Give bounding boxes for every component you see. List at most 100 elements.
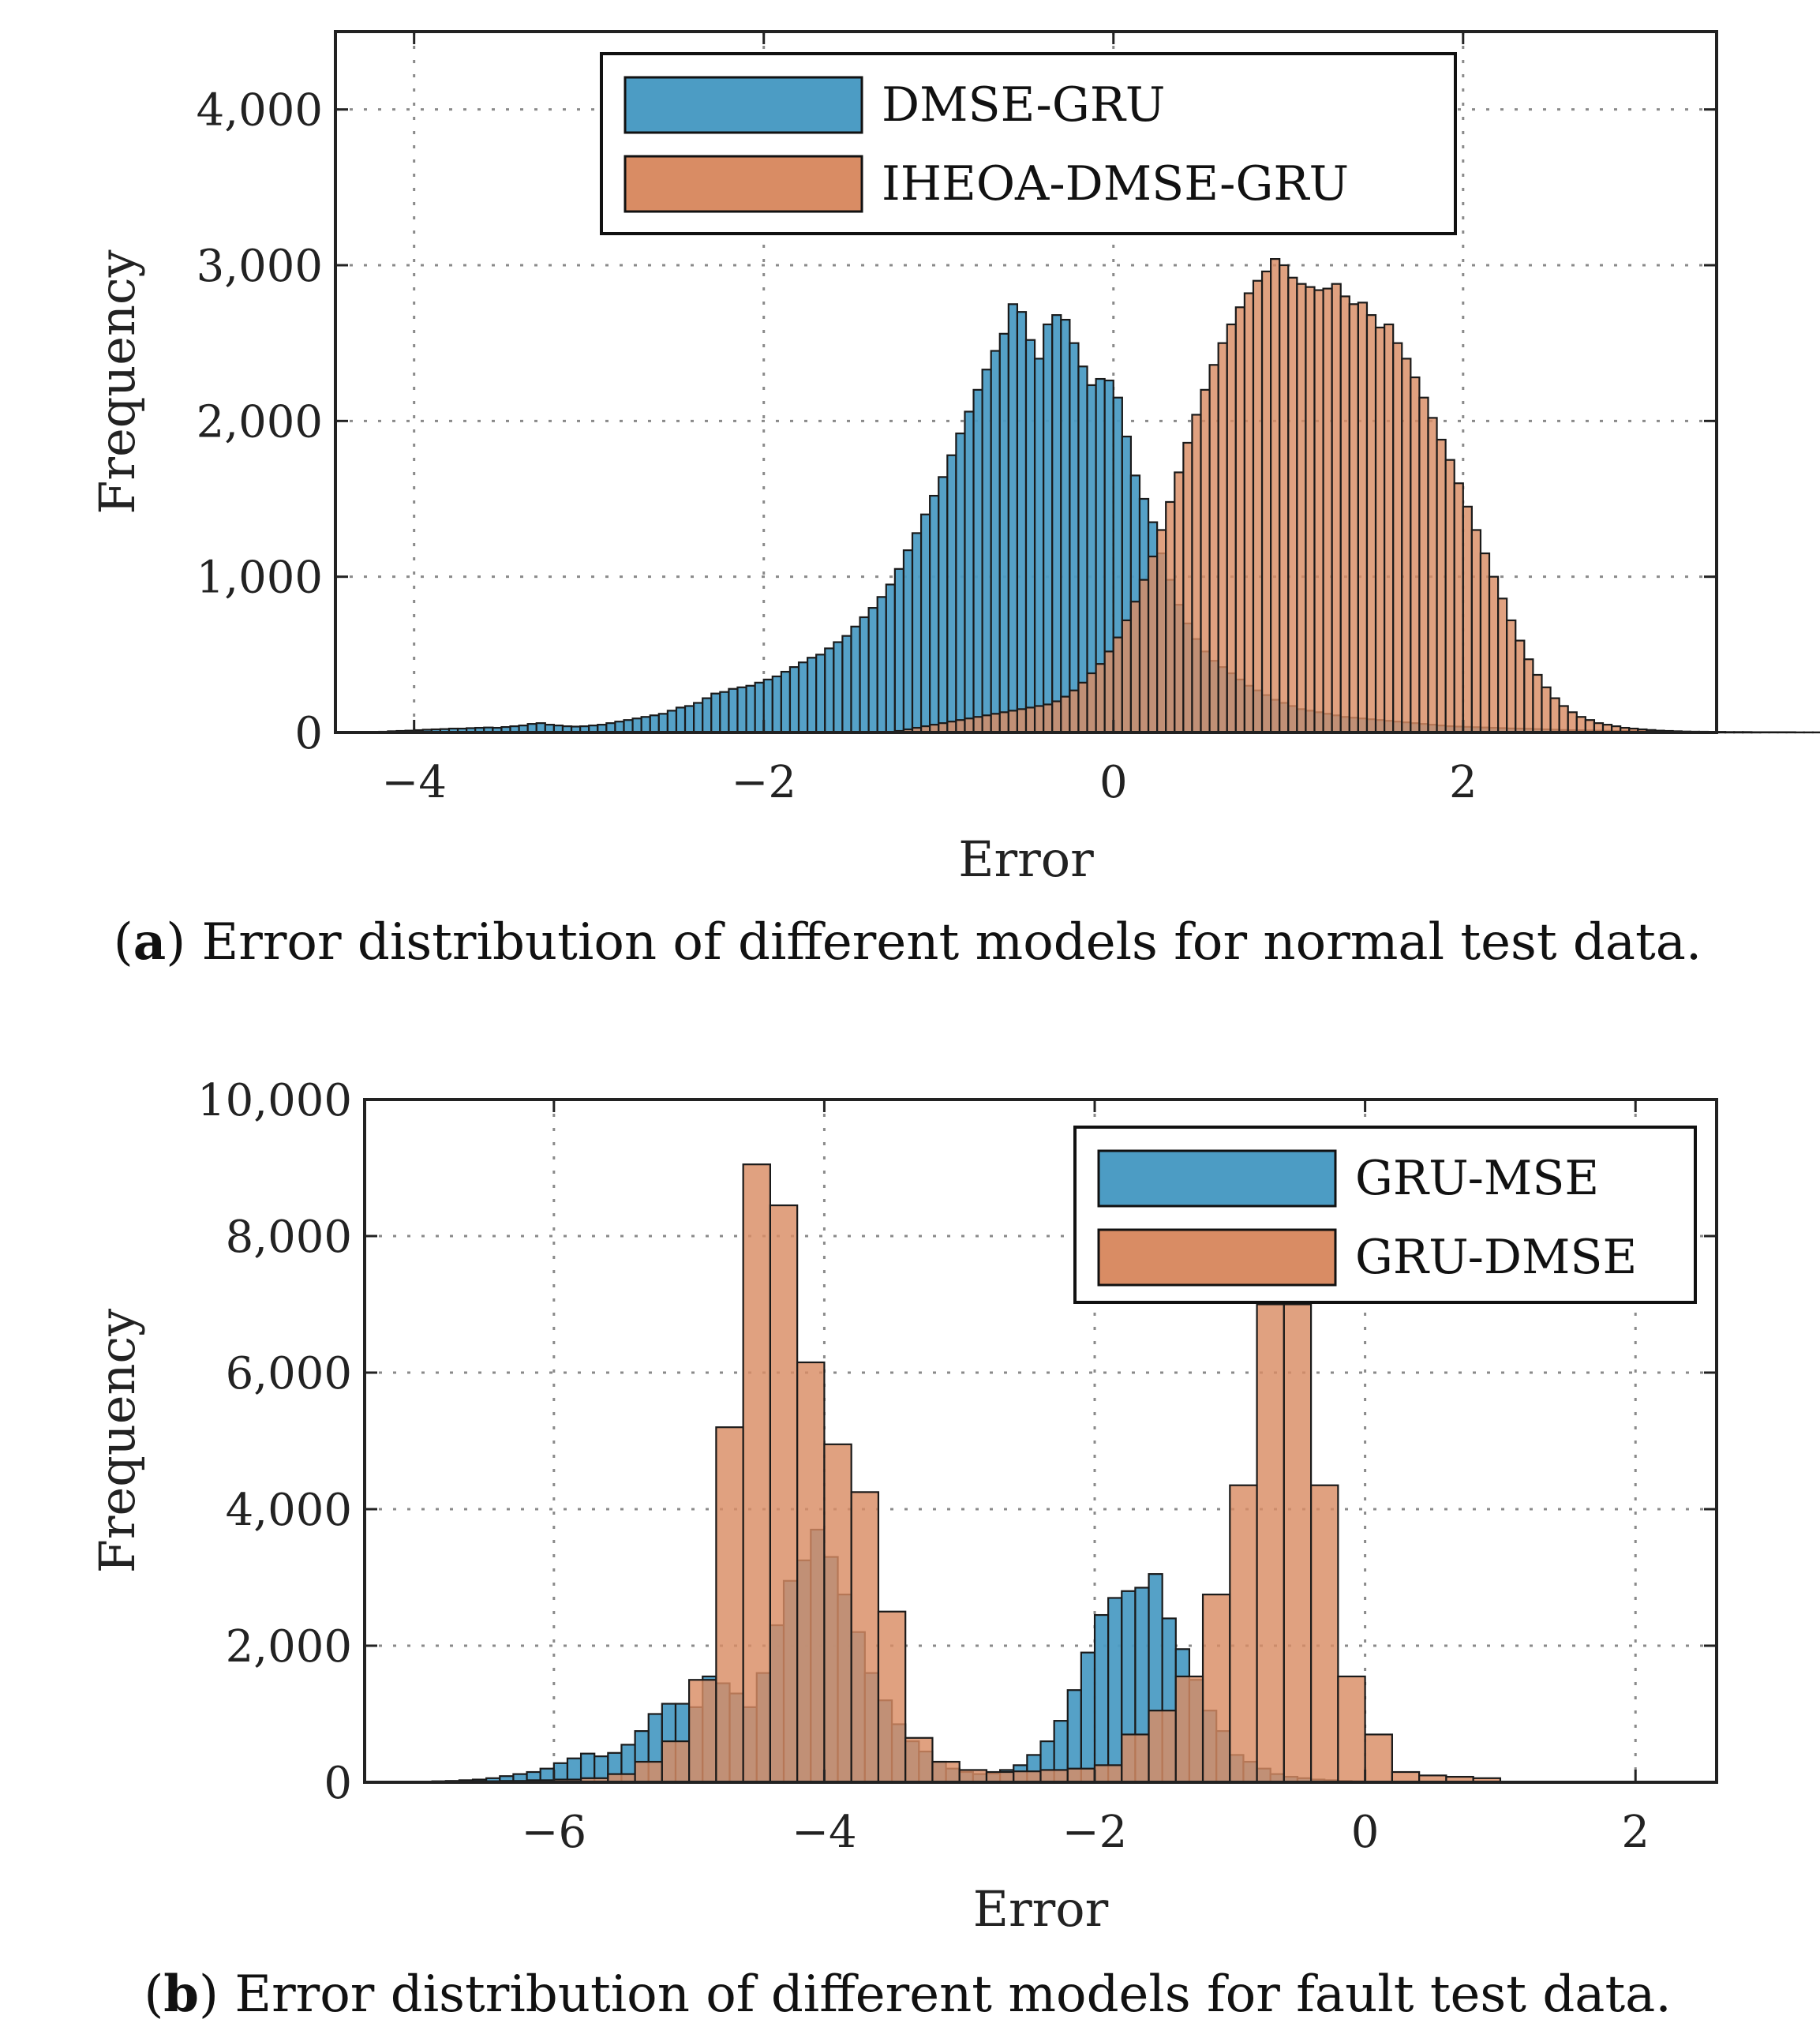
y-tick-label: 8,000 (226, 1212, 352, 1263)
bar-gru-dmse-22 (1013, 1770, 1042, 1784)
bar-iheoa-dmse-gru-114 (1374, 326, 1386, 734)
bar-iheoa-dmse-gru-131 (1523, 658, 1534, 734)
y-tick-label: 0 (294, 708, 323, 759)
bar-iheoa-dmse-gru-81 (1086, 672, 1097, 734)
bar-dmse-gru-37 (702, 697, 713, 734)
bar-dmse-gru-47 (788, 666, 800, 734)
bar-iheoa-dmse-gru-89 (1156, 529, 1167, 734)
bar-dmse-gru-34 (675, 706, 687, 734)
bar-iheoa-dmse-gru-100 (1252, 279, 1264, 734)
bar-iheoa-dmse-gru-85 (1121, 619, 1133, 734)
bar-iheoa-dmse-gru-77 (1051, 700, 1062, 734)
bar-iheoa-dmse-gru-84 (1112, 636, 1123, 734)
bar-iheoa-dmse-gru-72 (1007, 710, 1019, 734)
bar-dmse-gru-64 (938, 476, 949, 734)
bar-iheoa-dmse-gru-66 (955, 719, 966, 734)
plot-a-caption: (a) Error distribution of different mode… (114, 912, 1702, 972)
bar-dmse-gru-65 (946, 454, 957, 734)
bar-dmse-gru-31 (649, 714, 660, 734)
bar-iheoa-dmse-gru-86 (1129, 601, 1141, 734)
bar-iheoa-dmse-gru-123 (1453, 482, 1464, 734)
bar-iheoa-dmse-gru-87 (1138, 579, 1150, 734)
legend-label-gru-mse: GRU-MSE (1355, 1151, 1599, 1206)
bar-dmse-gru-60 (902, 549, 914, 734)
bar-iheoa-dmse-gru-115 (1384, 323, 1395, 734)
bar-gru-dmse-19 (931, 1760, 961, 1784)
bar-iheoa-dmse-gru-118 (1410, 376, 1421, 734)
bar-gru-dmse-32 (1283, 1303, 1313, 1784)
bar-gru-dmse-31 (1256, 1303, 1285, 1784)
bar-iheoa-dmse-gru-95 (1208, 364, 1219, 734)
bar-dmse-gru-39 (719, 691, 730, 734)
bar-dmse-gru-66 (955, 433, 966, 734)
bar-gru-dmse-29 (1201, 1594, 1231, 1784)
bar-iheoa-dmse-gru-65 (946, 721, 957, 734)
bar-iheoa-dmse-gru-106 (1305, 286, 1316, 734)
plot-a-caption-label: a (133, 912, 166, 972)
bar-dmse-gru-77 (1051, 314, 1062, 734)
bar-iheoa-dmse-gru-120 (1427, 417, 1438, 734)
bar-dmse-gru-67 (964, 410, 975, 734)
bar-iheoa-dmse-gru-90 (1165, 500, 1176, 734)
bar-iheoa-dmse-gru-108 (1322, 287, 1333, 734)
bar-gru-dmse-13 (769, 1204, 799, 1784)
bar-gru-dmse-35 (1364, 1733, 1393, 1784)
bar-gru-dmse-17 (877, 1610, 907, 1784)
series-iheoa-dmse-gru (893, 258, 1762, 734)
bar-iheoa-dmse-gru-92 (1182, 441, 1193, 734)
plot-b-ticks: −6 −4 −2 0 2 0 2,000 4,000 6,000 8,000 10,000 (197, 1075, 1717, 1858)
bar-gru-dmse-28 (1174, 1675, 1204, 1784)
bar-dmse-gru-69 (981, 369, 992, 734)
bar-iheoa-dmse-gru-79 (1069, 689, 1080, 734)
bar-dmse-gru-46 (780, 670, 792, 734)
bar-dmse-gru-35 (683, 705, 695, 734)
bar-gru-dmse-15 (823, 1443, 852, 1784)
x-tick-label: −4 (381, 757, 447, 808)
bar-dmse-gru-73 (1016, 311, 1028, 734)
plot-b-bars (418, 1163, 1515, 1784)
bar-dmse-gru-76 (1043, 323, 1054, 734)
bar-iheoa-dmse-gru-130 (1515, 639, 1526, 734)
plot-a-ylabel: Frequency (88, 249, 146, 514)
bar-dmse-gru-53 (841, 635, 852, 734)
bar-gru-dmse-8 (634, 1760, 663, 1784)
bar-gru-dmse-24 (1066, 1767, 1096, 1784)
bar-gru-dmse-18 (904, 1736, 934, 1784)
bar-iheoa-dmse-gru-122 (1444, 459, 1455, 734)
series-gru-dmse (418, 1163, 1502, 1784)
bar-gru-dmse-12 (742, 1163, 772, 1784)
bar-iheoa-dmse-gru-117 (1401, 358, 1412, 734)
bar-dmse-gru-71 (998, 332, 1009, 734)
bar-gru-dmse-30 (1229, 1484, 1258, 1784)
legend-swatch-gru-mse (1097, 1149, 1337, 1208)
bar-dmse-gru-59 (893, 568, 905, 734)
bar-gru-dmse-11 (715, 1426, 744, 1784)
bar-iheoa-dmse-gru-116 (1392, 342, 1403, 734)
plot-b-legend: GRU-MSE GRU-DMSE (1073, 1126, 1697, 1304)
bar-iheoa-dmse-gru-76 (1043, 703, 1054, 734)
bar-gru-dmse-34 (1337, 1675, 1366, 1784)
bar-iheoa-dmse-gru-97 (1226, 323, 1237, 734)
bar-iheoa-dmse-gru-124 (1462, 505, 1473, 734)
bar-dmse-gru-79 (1069, 342, 1080, 734)
bar-iheoa-dmse-gru-119 (1418, 396, 1429, 734)
bar-iheoa-dmse-gru-78 (1060, 695, 1071, 734)
bar-gru-dmse-20 (958, 1769, 988, 1784)
bar-iheoa-dmse-gru-73 (1016, 708, 1028, 734)
bar-gru-dmse-14 (796, 1361, 826, 1784)
bar-iheoa-dmse-gru-104 (1287, 276, 1298, 734)
bar-dmse-gru-44 (762, 678, 773, 734)
bar-gru-dmse-26 (1121, 1733, 1150, 1784)
bar-dmse-gru-41 (736, 686, 747, 734)
x-tick-label: 0 (1351, 1807, 1380, 1858)
bar-gru-dmse-25 (1093, 1764, 1123, 1784)
bar-dmse-gru-74 (1024, 339, 1036, 734)
bar-iheoa-dmse-gru-113 (1365, 314, 1377, 734)
bar-iheoa-dmse-gru-128 (1497, 598, 1508, 734)
bar-gru-dmse-16 (850, 1491, 880, 1784)
bar-dmse-gru-78 (1060, 318, 1071, 734)
bar-iheoa-dmse-gru-67 (964, 717, 975, 734)
bar-dmse-gru-43 (754, 681, 765, 734)
bar-dmse-gru-52 (833, 641, 844, 734)
bar-iheoa-dmse-gru-80 (1077, 681, 1088, 734)
